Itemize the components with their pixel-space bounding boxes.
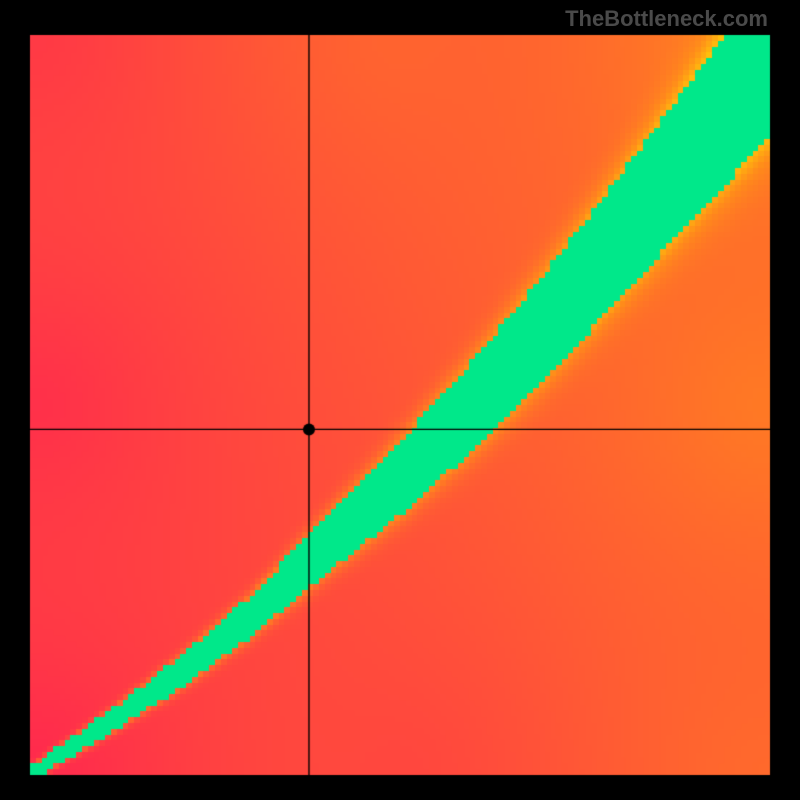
heatmap-canvas xyxy=(0,0,800,800)
watermark-text: TheBottleneck.com xyxy=(565,6,768,32)
chart-container: TheBottleneck.com xyxy=(0,0,800,800)
